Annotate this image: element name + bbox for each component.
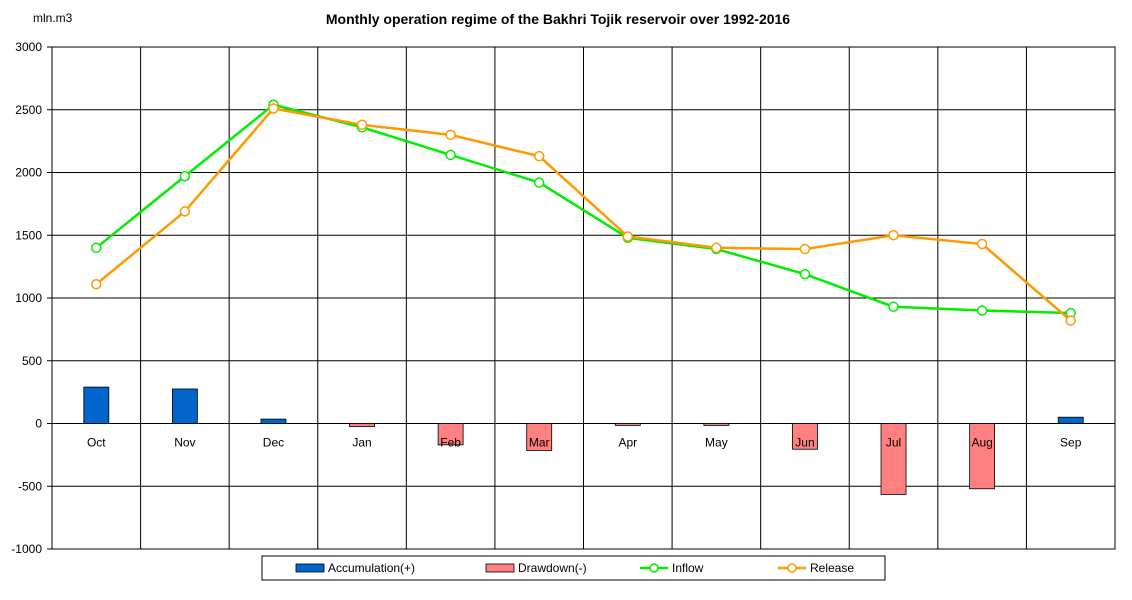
- x-tick-label: Mar: [529, 436, 550, 450]
- legend-label: Drawdown(-): [518, 561, 587, 575]
- legend: Accumulation(+) Drawdown(-) Inflow Release: [261, 555, 886, 581]
- point-release: [711, 242, 722, 254]
- point-inflow: [445, 149, 456, 161]
- bar-accumulation-oct: [83, 386, 110, 424]
- x-tick-label: Jan: [352, 436, 371, 450]
- point-inflow: [799, 268, 811, 280]
- point-release: [622, 231, 634, 242]
- y-tick-label: 2000: [15, 166, 42, 180]
- bar-drawdown-feb: [437, 423, 464, 446]
- bar-drawdown-jan: [349, 423, 375, 428]
- point-inflow: [91, 242, 102, 254]
- bar-drawdown-may: [703, 423, 730, 426]
- x-tick-label: Oct: [87, 436, 106, 450]
- x-tick-label: May: [705, 436, 728, 450]
- x-tick-label: Apr: [618, 436, 637, 450]
- x-tick-label: Aug: [971, 436, 992, 450]
- point-inflow: [976, 305, 988, 316]
- bar-drawdown-apr: [614, 423, 641, 426]
- plot-area: 3000 2500 2000 1500 1000 500 0 -500 -1000 Oct Nov D…: [11, 40, 1116, 556]
- y-tick-label: 2500: [15, 103, 42, 117]
- bar-accumulation-dec: [260, 418, 287, 424]
- point-release: [976, 238, 988, 250]
- x-tick-label: Nov: [174, 436, 195, 450]
- y-tick-label: 1000: [15, 291, 42, 305]
- bar-drawdown-jul: [880, 423, 907, 495]
- bar-drawdown-jun: [792, 423, 818, 450]
- bar-drawdown-mar: [526, 423, 553, 451]
- y-tick-label: -1000: [11, 542, 42, 556]
- bar-accumulation-nov: [171, 388, 198, 424]
- y-axis-unit-label: mln.m3: [33, 11, 73, 25]
- y-tick-label: 3000: [15, 40, 42, 54]
- x-tick-label: Sep: [1060, 436, 1082, 450]
- y-tick-label: 1500: [15, 228, 42, 242]
- point-inflow: [533, 177, 545, 188]
- point-release: [1065, 315, 1076, 326]
- legend-box: [261, 555, 886, 581]
- x-tick-label: Jul: [886, 436, 901, 450]
- line-inflow: [95, 103, 1071, 315]
- point-release: [533, 150, 545, 162]
- chart-title: Monthly operation regime of the Bakhri T…: [326, 11, 790, 27]
- point-release: [91, 278, 102, 290]
- x-tick-label: Dec: [263, 436, 284, 450]
- line-release: [95, 107, 1072, 322]
- point-release: [356, 119, 368, 131]
- bar-drawdown-aug: [969, 423, 996, 490]
- legend-label: Inflow: [672, 561, 704, 575]
- legend-swatch: [295, 563, 325, 573]
- y-tick-label: -500: [18, 479, 42, 493]
- legend-marker: [649, 563, 659, 573]
- point-inflow: [179, 171, 191, 182]
- legend-label: Release: [810, 561, 854, 575]
- bar-accumulation-sep: [1057, 416, 1084, 424]
- point-inflow: [888, 301, 899, 313]
- point-release: [445, 129, 456, 141]
- x-tick-label: Jun: [795, 436, 814, 450]
- point-release: [799, 243, 811, 255]
- point-release: [888, 230, 899, 241]
- legend-swatch: [485, 563, 515, 573]
- point-release: [179, 206, 191, 217]
- y-tick-label: 500: [22, 354, 42, 368]
- legend-marker: [787, 563, 797, 573]
- y-tick-label: 0: [35, 417, 42, 431]
- legend-label: Accumulation(+): [328, 561, 415, 575]
- point-release: [268, 103, 279, 114]
- x-tick-label: Feb: [440, 436, 461, 450]
